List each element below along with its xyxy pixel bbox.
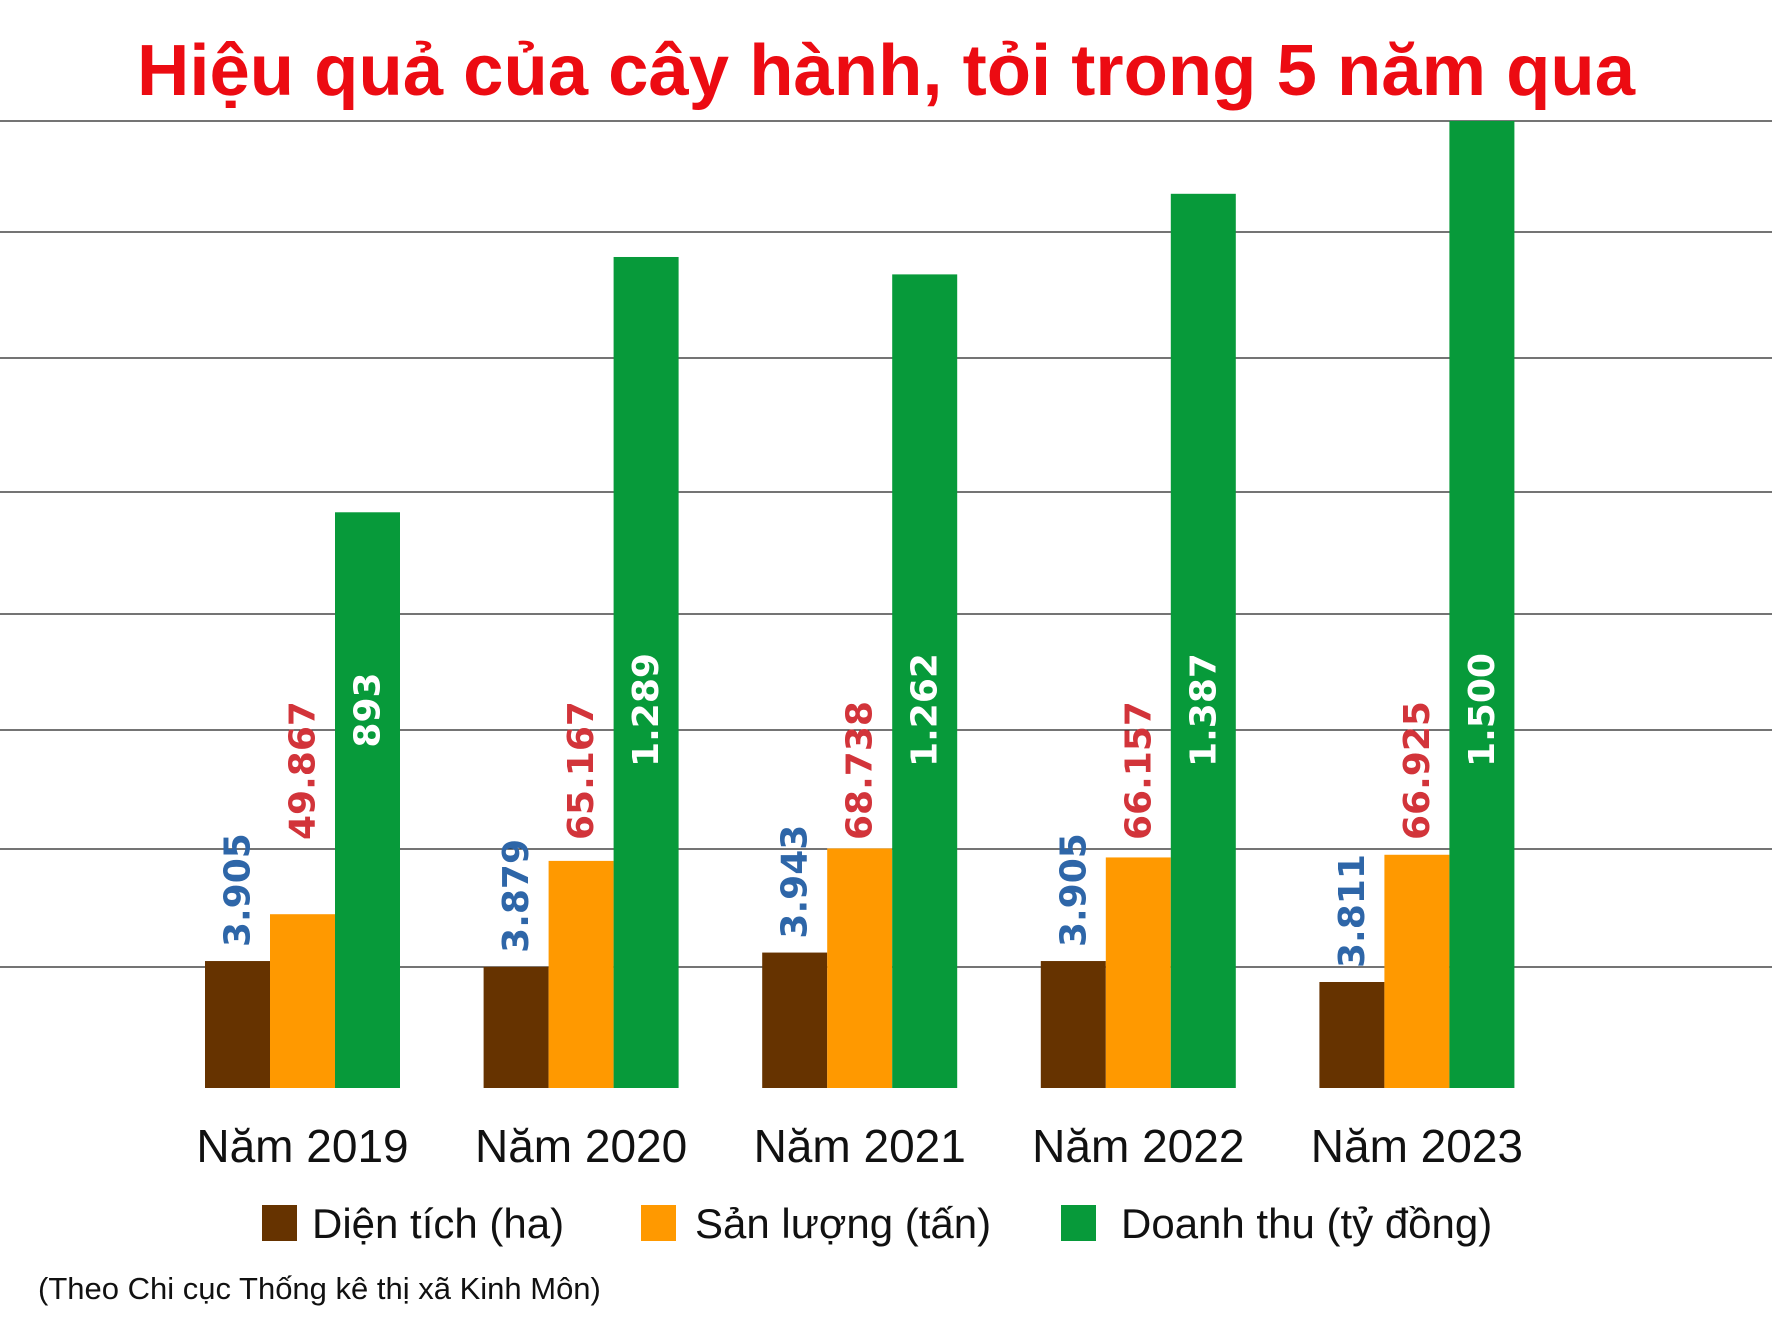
data-label: 1.500 [1462,653,1503,767]
bar-dien-tich-0 [205,961,270,1088]
source-note: (Theo Chi cục Thống kê thị xã Kinh Môn) [38,1271,601,1306]
legend-label: Doanh thu (tỷ đồng) [1121,1200,1492,1247]
legend-item: Diện tích (ha) [262,1200,564,1247]
bar-dien-tich-1 [483,966,549,1088]
data-label: 3.811 [1332,854,1373,968]
category-label: Năm 2020 [475,1120,687,1172]
bars: 3.905 3.879 3.943 3.905 3.811 49.867 65.167 68.… [205,120,1515,1089]
data-label: 893 [348,672,389,747]
category-labels: Năm 2019 Năm 2020 Năm 2021 Năm 2022 Năm 2023 [196,1120,1523,1172]
legend: Diện tích (ha) Sản lượng (tấn) Doanh thu (… [262,1200,1492,1247]
bar-san-luong-2 [827,848,893,1088]
data-label: 1.262 [905,653,946,767]
category-label: Năm 2022 [1032,1120,1244,1172]
chart-title: Hiệu quả của cây hành, tỏi trong 5 năm q… [137,31,1636,111]
data-label: 3.905 [218,833,259,947]
data-label: 66.157 [1118,701,1159,840]
category-label: Năm 2021 [754,1120,966,1172]
category-label: Năm 2023 [1311,1120,1523,1172]
bar-doanh-thu-1 [613,256,679,1088]
data-label: 3.943 [775,825,816,939]
bar-doanh-thu-2 [892,274,958,1088]
bar-dien-tich-2 [762,952,828,1088]
category-label: Năm 2019 [196,1120,408,1172]
bar-doanh-thu-3 [1170,193,1236,1089]
bar-san-luong-4 [1384,854,1450,1088]
data-label: 3.879 [496,839,537,953]
legend-item: Sản lượng (tấn) [641,1200,991,1247]
data-label: 66.925 [1397,701,1438,840]
data-label: 3.905 [1053,833,1094,947]
bar-doanh-thu-4 [1449,120,1515,1088]
legend-swatch [1061,1205,1096,1241]
data-label: 65.167 [561,701,602,840]
bar-san-luong-0 [270,914,335,1088]
bar-san-luong-1 [548,860,614,1088]
legend-label: Sản lượng (tấn) [695,1200,991,1247]
legend-swatch [262,1205,297,1241]
data-label: 1.289 [626,653,667,767]
legend-label: Diện tích (ha) [312,1200,564,1247]
bar-dien-tich-4 [1319,982,1385,1088]
data-label: 68.738 [840,701,881,840]
legend-swatch [641,1205,676,1241]
gridlines [0,120,1772,968]
bar-dien-tich-3 [1040,961,1106,1088]
data-label: 1.387 [1183,653,1224,767]
data-label: 49.867 [283,701,324,840]
bar-san-luong-3 [1105,857,1171,1088]
legend-item: Doanh thu (tỷ đồng) [1061,1200,1492,1247]
bar-doanh-thu-0 [335,512,400,1088]
